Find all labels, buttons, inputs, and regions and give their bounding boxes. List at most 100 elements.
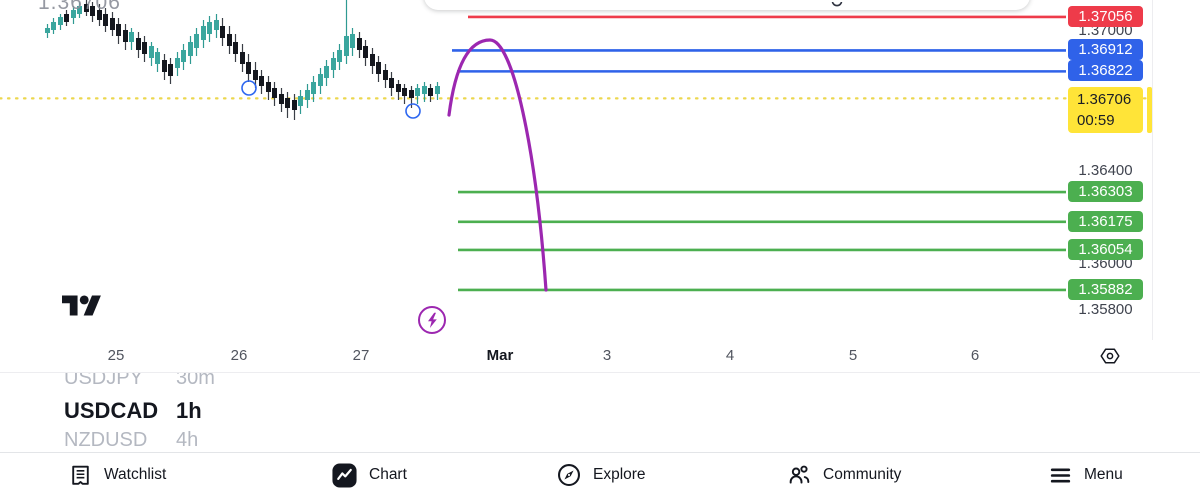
candle	[266, 82, 271, 92]
candle	[409, 90, 414, 98]
candles-group	[45, 0, 440, 120]
axis-settings-button[interactable]	[1098, 344, 1122, 368]
candle	[344, 36, 349, 56]
candle	[389, 78, 394, 88]
candle	[240, 52, 245, 64]
candle	[188, 42, 193, 56]
tradingview-logo-icon	[62, 291, 102, 325]
candle	[84, 4, 89, 12]
candle	[90, 6, 95, 16]
time-axis[interactable]: 25 26 27 Mar 3 4 5 6	[0, 340, 1200, 373]
candle	[181, 50, 186, 62]
candle	[415, 88, 420, 96]
time-axis-label: Mar	[486, 347, 514, 364]
nav-label: Explore	[593, 466, 646, 483]
time-axis-label: 27	[352, 347, 370, 364]
price-scale-separator	[1152, 0, 1153, 372]
current-price-label[interactable]: 1.36706 00:59	[1068, 87, 1143, 134]
price-level-label[interactable]: 1.36822	[1068, 60, 1143, 82]
candle	[305, 90, 310, 100]
candle	[318, 74, 323, 86]
candle	[136, 38, 141, 50]
candle	[422, 86, 427, 94]
toast-glyph-icon	[831, 2, 843, 7]
time-axis-label: 4	[725, 347, 735, 364]
candle	[207, 22, 212, 34]
candle	[246, 62, 251, 74]
candle	[116, 24, 121, 36]
time-axis-label: 3	[602, 347, 612, 364]
candle	[220, 26, 225, 38]
symbol-timeframe-picker[interactable]: USDJPY 30m USDCAD 1h NZDUSD 4h	[0, 373, 250, 452]
projection-arc-drawing[interactable]	[447, 38, 548, 292]
candle	[123, 30, 128, 42]
picker-timeframe: 1h	[176, 398, 202, 423]
time-axis-label: 26	[230, 347, 248, 364]
nav-label: Community	[823, 466, 902, 483]
picker-symbol: USDJPY	[64, 373, 143, 389]
candle	[331, 58, 336, 70]
entry-markers	[241, 80, 421, 119]
candle	[175, 58, 180, 68]
candle	[435, 86, 440, 94]
time-axis-label: 25	[107, 347, 125, 364]
candle	[71, 10, 76, 18]
candle	[155, 52, 160, 64]
candle	[227, 34, 232, 46]
lightning-icon	[427, 312, 437, 328]
nav-item-menu[interactable]: Menu	[1048, 453, 1123, 497]
candle	[292, 100, 297, 110]
candle	[51, 22, 56, 30]
nav-item-chart[interactable]: Chart	[331, 453, 407, 497]
price-level-label[interactable]: 1.36303	[1068, 181, 1143, 203]
nav-label: Menu	[1084, 466, 1123, 483]
menu-hamburger-icon	[1050, 467, 1071, 483]
axis-toolbar-divider	[0, 372, 1200, 373]
candle	[402, 88, 407, 96]
bottom-nav: Watchlist Chart Explore Commu	[0, 452, 1200, 497]
notification-toast[interactable]	[424, 0, 1030, 10]
candle	[214, 20, 219, 30]
time-axis-label: 5	[848, 347, 858, 364]
candle	[201, 26, 206, 40]
circle-marker[interactable]	[405, 103, 421, 119]
candle	[363, 46, 368, 58]
community-people-icon	[789, 465, 810, 484]
price-level-label[interactable]: 1.36175	[1068, 210, 1143, 232]
candle	[64, 14, 69, 22]
nav-item-explore[interactable]: Explore	[556, 453, 646, 497]
candle	[259, 76, 264, 86]
picker-symbol: USDCAD	[64, 398, 159, 423]
candle	[272, 88, 277, 98]
circle-marker[interactable]	[241, 80, 257, 96]
picker-timeframe: 30m	[176, 373, 215, 389]
nav-label: Chart	[369, 466, 407, 483]
price-level-label[interactable]: 1.37056	[1068, 5, 1143, 27]
candle	[396, 84, 401, 92]
candle	[324, 66, 329, 78]
candle	[149, 46, 154, 58]
candle	[279, 94, 284, 104]
candle	[194, 34, 199, 48]
hexagon-eye-icon	[1100, 348, 1120, 364]
watchlist-icon	[72, 465, 89, 485]
nav-item-watchlist[interactable]: Watchlist	[68, 453, 166, 497]
candle	[337, 50, 342, 62]
candle	[285, 98, 290, 108]
price-level-label[interactable]: 1.36054	[1068, 238, 1143, 260]
picker-symbol: NZDUSD	[64, 429, 148, 451]
chart-canvas[interactable]	[0, 0, 1200, 340]
candle	[298, 96, 303, 106]
candle	[350, 34, 355, 48]
nav-item-community[interactable]: Community	[786, 453, 901, 497]
candle	[103, 14, 108, 26]
candle	[311, 82, 316, 94]
candle	[142, 42, 147, 54]
candle	[376, 62, 381, 74]
boost-button[interactable]	[418, 306, 446, 334]
price-level-label[interactable]: 1.35882	[1068, 278, 1143, 300]
candle	[357, 38, 362, 50]
price-level-label[interactable]: 1.36912	[1068, 39, 1143, 61]
chart-icon	[332, 462, 357, 488]
